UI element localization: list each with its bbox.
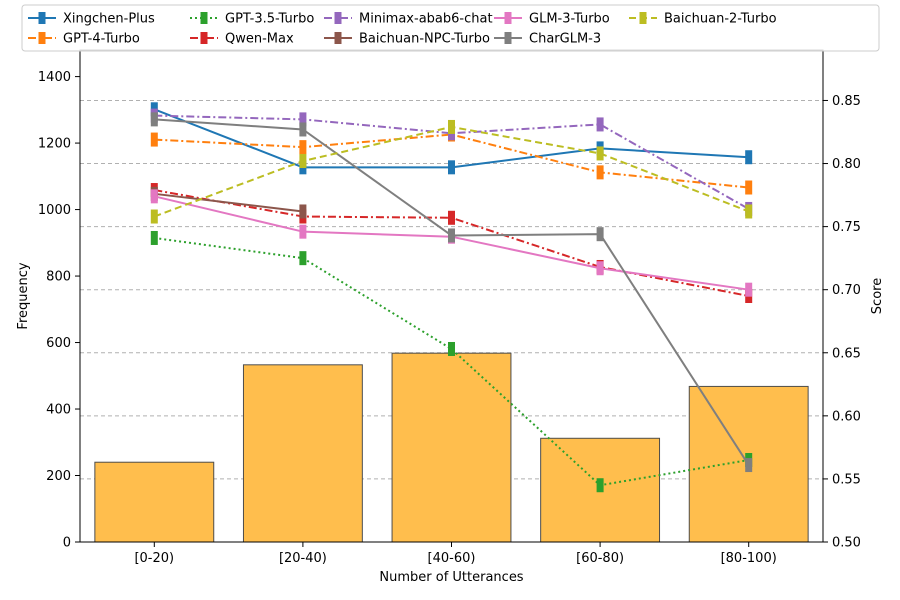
legend-label: Minimax-abab6-chat: [359, 12, 493, 27]
right-tick-label: 0.55: [832, 472, 861, 487]
point-GLM-3-Turbo: [596, 261, 604, 276]
x-tick-label: [0-20): [134, 551, 174, 566]
point-GPT-4-Turbo: [150, 132, 158, 147]
legend-item-Baichuan-NPC-Turbo: Baichuan-NPC-Turbo: [324, 32, 490, 47]
bar-[0-20): [94, 461, 215, 543]
legend-item-Xingchen-Plus: Xingchen-Plus: [28, 12, 155, 27]
legend-item-GPT-3.5-Turbo: GPT-3.5-Turbo: [190, 12, 314, 27]
legend-swatch-marker: [38, 12, 46, 24]
legend-label: GLM-3-Turbo: [529, 12, 610, 27]
left-tick-label: 1200: [38, 137, 71, 152]
point-GLM-3-Turbo: [745, 282, 753, 297]
right-y-axis-title: Score: [870, 278, 885, 314]
point-GPT-3.5-Turbo: [448, 341, 455, 356]
right-tick-label: 0.65: [832, 346, 861, 361]
point-Baichuan-NPC-Turbo: [299, 204, 307, 219]
legend-label: CharGLM-3: [529, 32, 601, 47]
point-GPT-4-Turbo: [299, 140, 307, 155]
right-tick-label: 0.80: [832, 157, 861, 172]
bar-[80-100): [688, 385, 809, 543]
legend-label: GPT-3.5-Turbo: [225, 12, 314, 27]
left-y-axis-title: Frequency: [16, 262, 31, 329]
point-GPT-4-Turbo: [745, 180, 753, 195]
line-series: [150, 102, 753, 493]
point-GPT-3.5-Turbo: [596, 478, 604, 493]
point-CharGLM-3: [596, 227, 604, 242]
legend-swatch-marker: [334, 32, 342, 44]
left-tick-label: 600: [46, 336, 71, 351]
legend-swatch-marker: [200, 32, 208, 44]
x-axis-title: Number of Utterances: [379, 570, 523, 585]
left-tick-label: 1400: [38, 70, 71, 85]
legend-label: Baichuan-2-Turbo: [664, 12, 777, 27]
legend-item-Minimax-abab6-chat: Minimax-abab6-chat: [324, 12, 493, 27]
point-Baichuan-2-Turbo: [596, 146, 604, 161]
line-GPT-4-Turbo: [154, 133, 749, 189]
x-tick-label: [20-40): [279, 551, 327, 566]
point-Qwen-Max: [448, 210, 455, 225]
legend-box: [21, 4, 880, 52]
legend-item-CharGLM-3: CharGLM-3: [494, 32, 601, 47]
legend-swatch-marker: [334, 12, 342, 24]
legend-item-Baichuan-2-Turbo: Baichuan-2-Turbo: [629, 12, 777, 27]
legend-swatch-marker: [504, 32, 512, 44]
point-GPT-3.5-Turbo: [299, 251, 307, 266]
tick-labels: 0 200 400 600 800 1000 1200 1400 0.50 0.55 0.60 0.6…: [38, 70, 861, 566]
x-tick-label: [80-100): [721, 551, 777, 566]
legend-swatch-marker: [200, 12, 208, 24]
point-CharGLM-3: [745, 458, 753, 473]
point-CharGLM-3: [150, 112, 158, 127]
point-CharGLM-3: [299, 122, 307, 137]
legend-swatch-marker: [38, 32, 46, 44]
right-tick-label: 0.60: [832, 409, 861, 424]
point-Baichuan-2-Turbo: [448, 119, 455, 134]
right-tick-label: 0.70: [832, 283, 861, 298]
bar-series: [94, 352, 809, 543]
legend-item-Qwen-Max: Qwen-Max: [190, 32, 294, 47]
point-Xingchen-Plus: [745, 150, 753, 165]
point-GPT-4-Turbo: [596, 165, 604, 180]
left-tick-label: 1000: [38, 203, 71, 218]
point-Minimax-abab6-chat: [299, 112, 307, 127]
legend-label: Xingchen-Plus: [63, 12, 155, 27]
right-tick-label: 0.50: [832, 536, 861, 551]
point-Baichuan-2-Turbo: [150, 209, 158, 224]
legend-item-GLM-3-Turbo: GLM-3-Turbo: [494, 12, 610, 27]
x-tick-label: [40-60): [428, 551, 476, 566]
right-tick-label: 0.85: [832, 94, 861, 109]
legend: Xingchen-Plus GPT-4-Turbo GPT-3.5-Turbo Qwe…: [21, 4, 880, 52]
point-GLM-3-Turbo: [150, 189, 158, 204]
point-Baichuan-2-Turbo: [745, 204, 753, 219]
line-GPT-3.5-Turbo: [154, 236, 749, 487]
legend-label: Qwen-Max: [225, 32, 294, 47]
point-GLM-3-Turbo: [299, 224, 307, 239]
legend-swatch-marker: [504, 12, 512, 24]
bar-[20-40): [242, 364, 363, 543]
legend-item-GPT-4-Turbo: GPT-4-Turbo: [28, 32, 140, 47]
point-Minimax-abab6-chat: [596, 117, 604, 132]
right-tick-label: 0.75: [832, 220, 861, 235]
x-tick-label: [60-80): [576, 551, 624, 566]
point-CharGLM-3: [448, 228, 455, 243]
line-Baichuan-NPC-Turbo: [154, 192, 304, 213]
point-Xingchen-Plus: [448, 160, 455, 175]
legend-label: GPT-4-Turbo: [63, 32, 140, 47]
line-Minimax-abab6-chat: [154, 114, 750, 210]
legend-swatch-marker: [639, 12, 647, 24]
legend-label: Baichuan-NPC-Turbo: [359, 32, 490, 47]
left-tick-label: 0: [63, 536, 71, 551]
left-tick-label: 200: [46, 469, 71, 484]
left-tick-label: 400: [46, 403, 71, 418]
bar-[40-60): [391, 352, 512, 543]
point-GPT-3.5-Turbo: [150, 230, 158, 245]
point-Baichuan-2-Turbo: [299, 154, 307, 169]
left-tick-label: 800: [46, 270, 71, 285]
